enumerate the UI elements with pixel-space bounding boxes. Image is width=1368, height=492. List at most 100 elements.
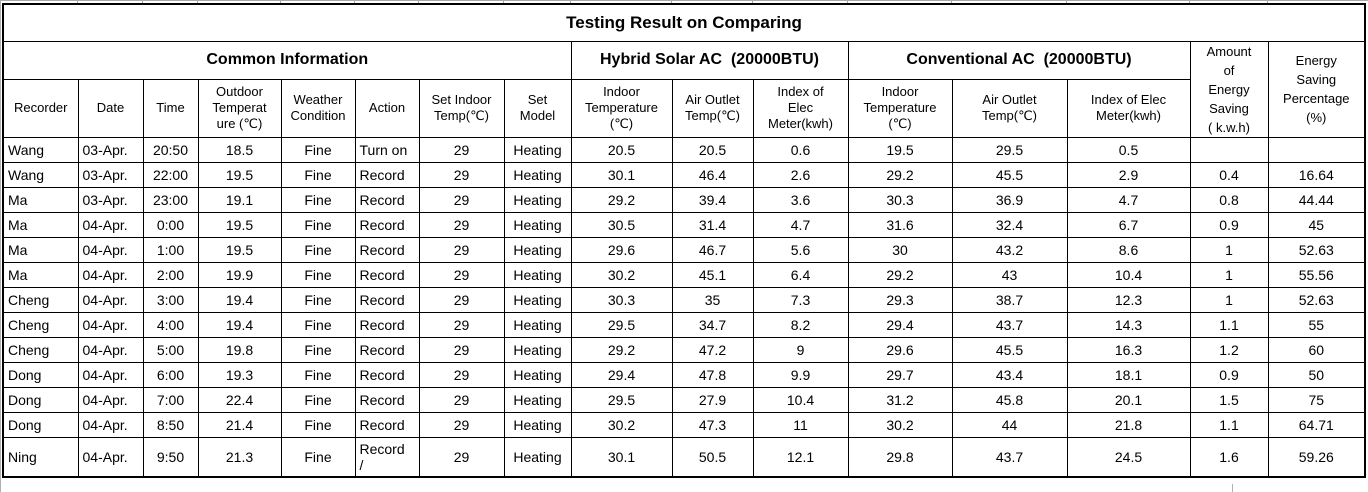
cell-energy-saving-amount: 1.2 — [1189, 336, 1269, 363]
cell-hybrid-air-outlet-temp: 45.1 — [671, 261, 754, 288]
cell-conventional-air-outlet-temp: 43.2 — [951, 236, 1068, 263]
cell-recorder: Dong — [2, 411, 79, 438]
cell-action: Record — [354, 336, 420, 363]
cell-recorder: Ma — [2, 261, 79, 288]
cell-energy-saving-percentage: 50 — [1267, 361, 1366, 388]
cell-set-indoor-temp: 29 — [418, 136, 505, 163]
cell-time: 9:50 — [142, 436, 199, 478]
cell-hybrid-air-outlet-temp: 47.8 — [671, 361, 754, 388]
data-row: Ma 04-Apr. 0:00 19.5 Fine Record 29 Heating 30.5… — [2, 211, 1366, 238]
data-row: Ma 04-Apr. 2:00 19.9 Fine Record 29 Heating 30.2… — [2, 261, 1366, 288]
cell-weather-condition: Fine — [280, 261, 356, 288]
column-header-hybrid-indoor-temperature: Indoor Temperature (℃) — [570, 78, 673, 138]
cell-date: 04-Apr. — [77, 411, 144, 438]
cell-hybrid-elec-meter-index: 6.4 — [752, 261, 849, 288]
cell-date: 03-Apr. — [77, 186, 144, 213]
cell-recorder: Ning — [2, 436, 79, 478]
cell-set-indoor-temp: 29 — [418, 161, 505, 188]
cell-conventional-indoor-temperature: 29.8 — [847, 436, 953, 478]
column-header-hybrid-elec-meter-index: Index of Elec Meter(kwh) — [752, 78, 849, 138]
cell-set-indoor-temp: 29 — [418, 261, 505, 288]
column-header-date: Date — [77, 78, 144, 138]
column-header-conventional-elec-meter-index: Index of Elec Meter(kwh) — [1066, 78, 1191, 138]
cell-set-indoor-temp: 29 — [418, 336, 505, 363]
gridline-tick — [951, 0, 952, 4]
cell-date: 04-Apr. — [77, 261, 144, 288]
cell-time: 8:50 — [142, 411, 199, 438]
cell-hybrid-air-outlet-temp: 31.4 — [671, 211, 754, 238]
cell-weather-condition: Fine — [280, 186, 356, 213]
gridline-tick — [1267, 0, 1268, 4]
gridline-tick — [752, 0, 753, 4]
cell-weather-condition: Fine — [280, 236, 356, 263]
cell-energy-saving-amount: 1 — [1189, 236, 1269, 263]
cell-conventional-indoor-temperature: 31.6 — [847, 211, 953, 238]
cell-action: Record — [354, 286, 420, 313]
cell-set-indoor-temp: 29 — [418, 386, 505, 413]
data-row: Ma 03-Apr. 23:00 19.1 Fine Record 29 Heating 29.… — [2, 186, 1366, 213]
cell-hybrid-elec-meter-index: 4.7 — [752, 211, 849, 238]
cell-outdoor-temperature: 21.4 — [197, 411, 282, 438]
cell-outdoor-temperature: 19.5 — [197, 236, 282, 263]
cell-conventional-elec-meter-index: 6.7 — [1066, 211, 1191, 238]
cell-date: 03-Apr. — [77, 161, 144, 188]
cell-time: 20:50 — [142, 136, 199, 163]
gridline-tick — [671, 0, 672, 4]
cell-conventional-elec-meter-index: 0.5 — [1066, 136, 1191, 163]
cell-set-model: Heating — [503, 436, 572, 478]
cell-energy-saving-percentage: 60 — [1267, 336, 1366, 363]
cell-hybrid-air-outlet-temp: 39.4 — [671, 186, 754, 213]
column-header-row: Recorder Date Time Outdoor Temperat ure (℃)… — [2, 78, 1365, 138]
title-row: Testing Result on Comparing — [2, 3, 1366, 42]
cell-time: 7:00 — [142, 386, 199, 413]
cell-outdoor-temperature: 21.3 — [197, 436, 282, 478]
data-row: Cheng 04-Apr. 5:00 19.8 Fine Record 29 Heating 2… — [2, 336, 1366, 363]
data-row: Dong 04-Apr. 8:50 21.4 Fine Record 29 Heating 30… — [2, 411, 1366, 438]
cell-action: Record — [354, 161, 420, 188]
cell-date: 04-Apr. — [77, 286, 144, 313]
cell-hybrid-air-outlet-temp: 34.7 — [671, 311, 754, 338]
cell-set-model: Heating — [503, 261, 572, 288]
cell-conventional-air-outlet-temp: 43 — [951, 261, 1068, 288]
cell-conventional-air-outlet-temp: 36.9 — [951, 186, 1068, 213]
cell-energy-saving-percentage: 16.64 — [1267, 161, 1366, 188]
cell-energy-saving-amount: 0.9 — [1189, 361, 1269, 388]
cell-recorder: Ma — [2, 211, 79, 238]
cell-energy-saving-amount: 0.8 — [1189, 186, 1269, 213]
spreadsheet-gridline-top — [0, 0, 1368, 1]
cell-conventional-indoor-temperature: 30.3 — [847, 186, 953, 213]
section-common-information: Common Information — [2, 40, 572, 80]
cell-hybrid-elec-meter-index: 2.6 — [752, 161, 849, 188]
cell-time: 1:00 — [142, 236, 199, 263]
cell-energy-saving-amount: 0.9 — [1189, 211, 1269, 238]
cell-set-indoor-temp: 29 — [418, 361, 505, 388]
cell-date: 04-Apr. — [77, 361, 144, 388]
column-header-outdoor-temperature: Outdoor Temperat ure (℃) — [197, 78, 282, 138]
cell-hybrid-elec-meter-index: 9 — [752, 336, 849, 363]
cell-hybrid-elec-meter-index: 0.6 — [752, 136, 849, 163]
cell-hybrid-indoor-temperature: 30.2 — [570, 261, 673, 288]
cell-hybrid-elec-meter-index: 10.4 — [752, 386, 849, 413]
cell-hybrid-air-outlet-temp: 27.9 — [671, 386, 754, 413]
cell-action: Record / — [354, 436, 420, 478]
cell-outdoor-temperature: 22.4 — [197, 386, 282, 413]
cell-energy-saving-amount: 1.5 — [1189, 386, 1269, 413]
cell-energy-saving-percentage — [1267, 136, 1366, 163]
cell-hybrid-indoor-temperature: 30.1 — [570, 161, 673, 188]
cell-hybrid-air-outlet-temp: 46.4 — [671, 161, 754, 188]
cell-energy-saving-amount: 1 — [1189, 261, 1269, 288]
cell-date: 04-Apr. — [77, 211, 144, 238]
gridline-tick — [280, 0, 281, 4]
gridline-tick — [1066, 0, 1067, 4]
cell-action: Record — [354, 261, 420, 288]
cell-outdoor-temperature: 18.5 — [197, 136, 282, 163]
cell-outdoor-temperature: 19.5 — [197, 161, 282, 188]
cell-action: Record — [354, 311, 420, 338]
cell-date: 04-Apr. — [77, 336, 144, 363]
gridline-tick — [142, 0, 143, 4]
cell-set-indoor-temp: 29 — [418, 186, 505, 213]
cell-energy-saving-percentage: 55 — [1267, 311, 1366, 338]
cell-outdoor-temperature: 19.5 — [197, 211, 282, 238]
section-header-row: Common Information Hybrid Solar AC (2000… — [2, 40, 1366, 138]
gridline-tick — [503, 0, 504, 4]
